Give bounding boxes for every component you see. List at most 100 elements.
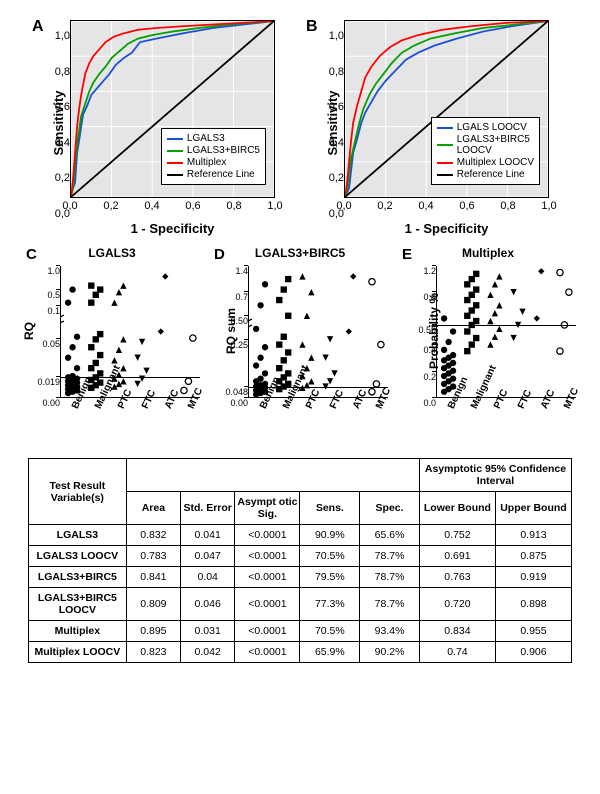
roc-panel-a: A Sensitivity LGALS3LGALS3+BIRC5Multiple…: [28, 14, 288, 232]
cell: 0.720: [419, 588, 495, 621]
column-header: Area: [126, 492, 180, 525]
cell: 0.783: [126, 546, 180, 567]
legend-row: LGALS3+BIRC5: [167, 145, 260, 156]
cell: 0.74: [419, 642, 495, 663]
y-tick: 0,8: [320, 66, 344, 78]
legend-swatch: [167, 162, 183, 164]
cell: 90.9%: [300, 525, 360, 546]
y-tick: 0,6: [320, 101, 344, 113]
legend-a: LGALS3LGALS3+BIRC5MultiplexReference Lin…: [161, 128, 266, 185]
y-tick: 1.4: [216, 266, 248, 276]
table-row: LGALS30.8320.041<0.000190.9%65.6%0.7520.…: [29, 525, 572, 546]
legend-label: Multiplex LOOCV: [457, 157, 534, 168]
cell: 0.04: [181, 567, 235, 588]
x-tick: 1,0: [267, 200, 282, 212]
threshold-line: [436, 325, 576, 326]
legend-swatch: [437, 174, 453, 176]
row-name: Multiplex: [29, 621, 127, 642]
scatter-area: [436, 266, 576, 398]
row-name: LGALS3: [29, 525, 127, 546]
cell: 0.042: [181, 642, 235, 663]
legend-swatch: [437, 144, 453, 146]
cell: 0.898: [495, 588, 571, 621]
x-tick: 0,8: [226, 200, 241, 212]
y-tick: 0.8: [404, 292, 436, 302]
legend-swatch: [167, 174, 183, 176]
legend-label: Multiplex: [187, 157, 226, 168]
roc-chart-area-b: LGALS LOOCVLGALS3+BIRC5 LOOCVMultiplex L…: [344, 20, 549, 198]
table-row: Multiplex LOOCV0.8230.042<0.000165.9%90.…: [29, 642, 572, 663]
column-header: Upper Bound: [495, 492, 571, 525]
table-row: LGALS3+BIRC50.8410.04<0.000179.5%78.7%0.…: [29, 567, 572, 588]
legend-label: LGALS3+BIRC5: [187, 145, 260, 156]
y-tick: 1,0: [320, 30, 344, 42]
y-tick: 0,6: [46, 101, 70, 113]
cell: 70.5%: [300, 621, 360, 642]
legend-row: LGALS3: [167, 133, 260, 144]
roc-row: A Sensitivity LGALS3LGALS3+BIRC5Multiple…: [0, 0, 600, 238]
legend-row: LGALS LOOCV: [437, 122, 534, 133]
cell: 78.7%: [360, 588, 420, 621]
cell: 79.5%: [300, 567, 360, 588]
y-tick: 0.05: [28, 339, 60, 349]
x-tick: 0,4: [418, 200, 433, 212]
x-tick: 0,8: [500, 200, 515, 212]
x-tick: 1,0: [541, 200, 556, 212]
column-header: Std. Error: [181, 492, 235, 525]
row-name: LGALS3+BIRC5 LOOCV: [29, 588, 127, 621]
table-row: Multiplex0.8950.031<0.000170.5%93.4%0.83…: [29, 621, 572, 642]
cell: <0.0001: [235, 642, 300, 663]
cell: 0.919: [495, 567, 571, 588]
cell: 0.841: [126, 567, 180, 588]
y-tick: 0.1: [28, 306, 60, 316]
x-tick: 0,4: [144, 200, 159, 212]
row-name: LGALS3 LOOCV: [29, 546, 127, 567]
cell: 78.7%: [360, 546, 420, 567]
column-header: Asympt otic Sig.: [235, 492, 300, 525]
cell: 78.7%: [360, 567, 420, 588]
x-tick: 0,2: [377, 200, 392, 212]
scatter-title: LGALS3: [20, 246, 204, 260]
scatter-title: LGALS3+BIRC5: [208, 246, 392, 260]
panel-letter-b: B: [306, 18, 318, 36]
scatter-row: C LGALS3 RQ 0.000.0190.050.10.51.0Benign…: [0, 238, 600, 446]
cell: <0.0001: [235, 588, 300, 621]
cell: 0.834: [419, 621, 495, 642]
x-tick: 0,0: [336, 200, 351, 212]
y-tick: 0,2: [46, 172, 70, 184]
legend-label: Reference Line: [187, 169, 255, 180]
cell: <0.0001: [235, 546, 300, 567]
y-tick: 1,0: [46, 30, 70, 42]
cell: 0.041: [181, 525, 235, 546]
scatter-area: [248, 266, 388, 398]
column-header: Lower Bound: [419, 492, 495, 525]
figure-page: A Sensitivity LGALS3LGALS3+BIRC5Multiple…: [0, 0, 600, 794]
legend-swatch: [167, 150, 183, 152]
y-tick: 0.0: [404, 398, 436, 408]
x-tick: 0,6: [185, 200, 200, 212]
cell: 0.046: [181, 588, 235, 621]
cell: 90.2%: [360, 642, 420, 663]
cell: 0.823: [126, 642, 180, 663]
x-tick: 0,2: [103, 200, 118, 212]
cell: 0.913: [495, 525, 571, 546]
cell: <0.0001: [235, 525, 300, 546]
cell: 0.895: [126, 621, 180, 642]
column-header: Spec.: [360, 492, 420, 525]
legend-row: Multiplex LOOCV: [437, 157, 534, 168]
y-tick: 0,4: [46, 137, 70, 149]
x-axis-label: 1 - Specificity: [70, 221, 275, 236]
cell: 0.047: [181, 546, 235, 567]
legend-swatch: [437, 127, 453, 129]
y-tick: 1.0: [28, 266, 60, 276]
cell: 65.9%: [300, 642, 360, 663]
table-row: LGALS3 LOOCV0.7830.047<0.000170.5%78.7%0…: [29, 546, 572, 567]
panel-letter-a: A: [32, 18, 44, 36]
row-name: Multiplex LOOCV: [29, 642, 127, 663]
y-tick: 1.2: [404, 266, 436, 276]
scatter-area: [60, 266, 200, 398]
legend-swatch: [437, 162, 453, 164]
roc-panel-b: B Sensitivity LGALS LOOCVLGALS3+BIRC5 LO…: [302, 14, 562, 232]
y-tick: 0.4: [404, 345, 436, 355]
y-tick: 0,4: [320, 137, 344, 149]
